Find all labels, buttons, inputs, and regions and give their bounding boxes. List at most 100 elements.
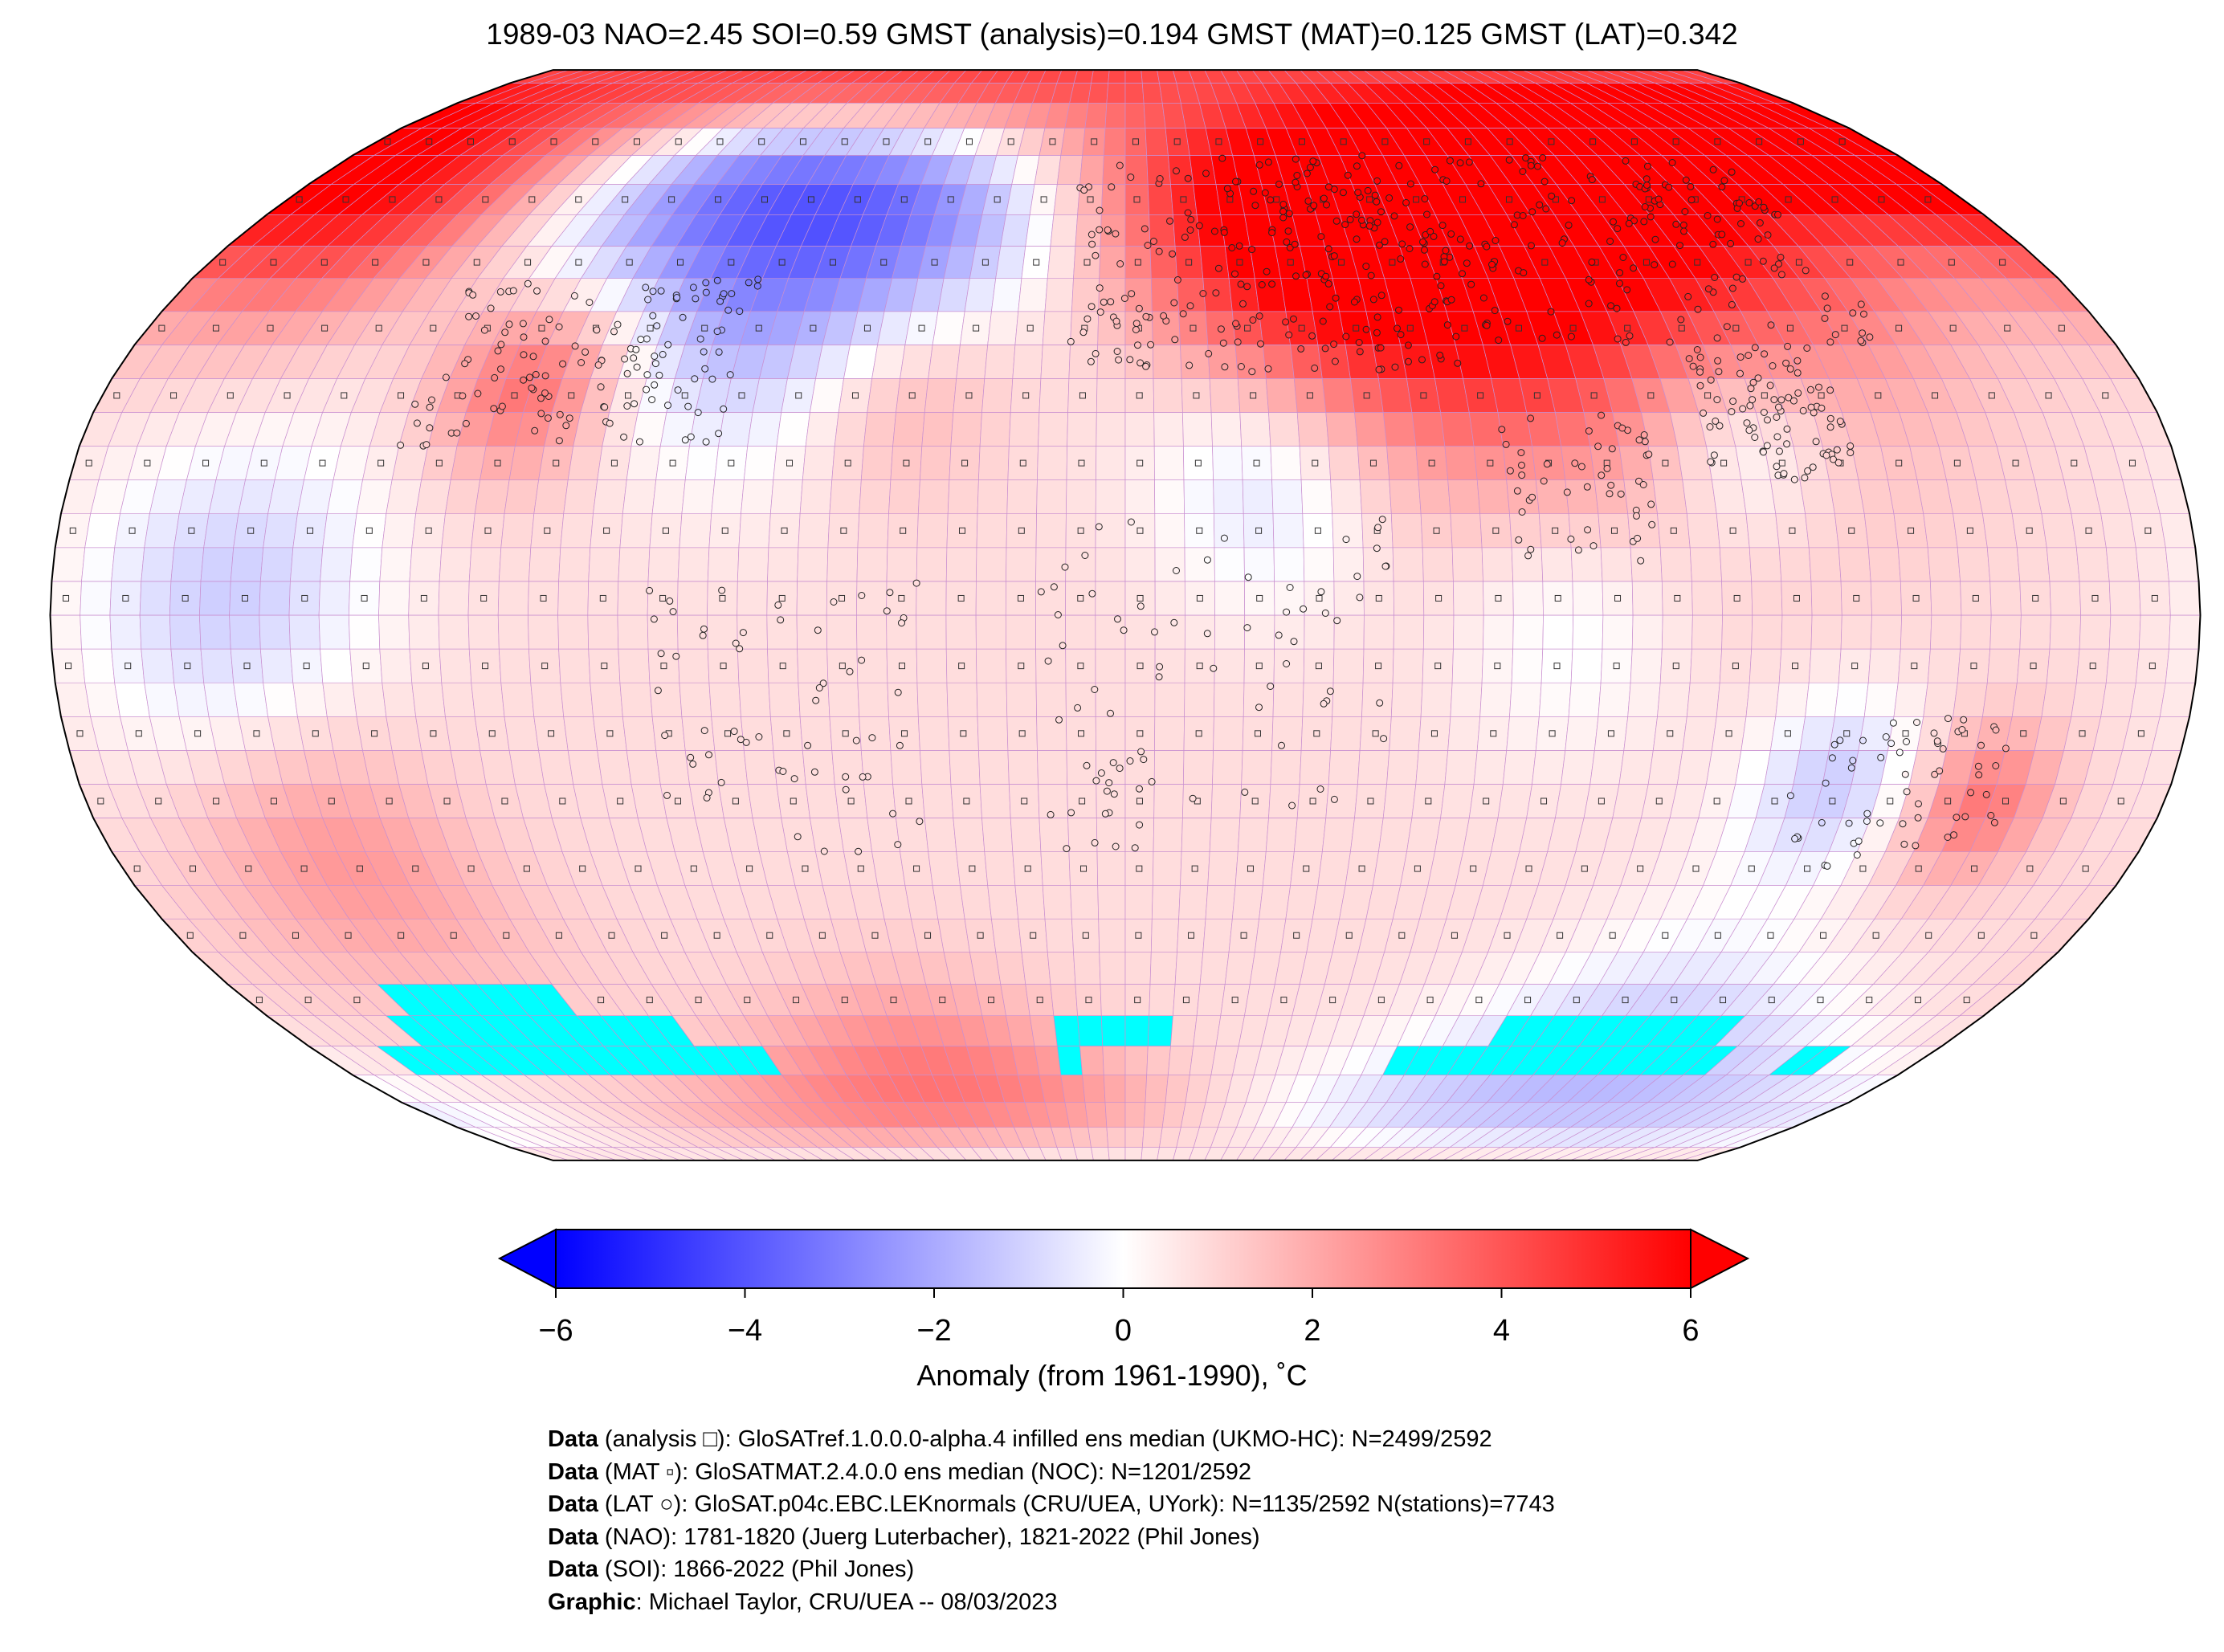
grid-cell xyxy=(1377,378,1413,413)
station-marker xyxy=(1769,362,1777,369)
grid-cell xyxy=(1102,155,1126,185)
station-marker xyxy=(1626,332,1634,340)
analysis-marker xyxy=(184,663,191,670)
analysis-marker xyxy=(480,594,488,602)
station-marker xyxy=(1806,385,1814,394)
grid-cell xyxy=(1927,547,1961,582)
analysis-marker xyxy=(202,459,210,467)
grid-cell xyxy=(1509,513,1542,549)
grid-cell xyxy=(1296,412,1329,447)
station-marker xyxy=(842,773,850,781)
grid-cell xyxy=(1330,716,1362,751)
analysis-marker xyxy=(716,138,724,145)
station-marker xyxy=(1901,770,1909,778)
station-marker xyxy=(1232,177,1239,186)
station-marker xyxy=(1565,221,1573,229)
analysis-marker xyxy=(1247,865,1254,872)
analysis-marker xyxy=(541,663,549,670)
station-marker xyxy=(1083,761,1091,769)
station-marker xyxy=(1288,802,1296,810)
station-marker xyxy=(1639,481,1647,488)
station-marker xyxy=(1228,244,1236,251)
station-marker xyxy=(745,279,753,287)
grid-cell xyxy=(924,818,957,852)
station-marker xyxy=(426,424,434,432)
analysis-marker xyxy=(1369,459,1377,467)
grid-cell xyxy=(1572,581,1604,616)
station-marker xyxy=(593,326,601,334)
analysis-marker xyxy=(807,196,814,203)
station-marker xyxy=(1303,169,1311,177)
grid-cell xyxy=(292,682,328,717)
grid-cell xyxy=(827,682,860,717)
grid-cell xyxy=(1168,1046,1194,1075)
analysis-marker xyxy=(575,196,582,203)
grid-cell xyxy=(1863,682,1899,717)
analysis-marker xyxy=(1838,138,1846,145)
analysis-marker xyxy=(1667,730,1674,737)
station-marker xyxy=(1614,225,1622,233)
analysis-marker xyxy=(1966,527,1973,534)
station-marker xyxy=(1202,169,1210,177)
grid-cell xyxy=(1053,184,1080,215)
grid-cell xyxy=(1719,547,1753,582)
grid-cell xyxy=(2130,682,2166,717)
analysis-marker xyxy=(662,527,669,534)
station-marker xyxy=(1115,356,1123,364)
station-marker xyxy=(1563,488,1571,496)
grid-cell xyxy=(1154,716,1185,751)
grid-cell xyxy=(1065,547,1096,582)
analysis-marker xyxy=(1925,932,1932,939)
station-marker xyxy=(1279,201,1287,208)
station-marker xyxy=(1096,308,1104,316)
grid-cell xyxy=(1124,479,1156,515)
analysis-marker xyxy=(1298,138,1305,145)
grid-cell xyxy=(1149,984,1176,1017)
grid-cell xyxy=(441,682,475,717)
station-marker xyxy=(1766,381,1774,390)
station-marker xyxy=(894,841,902,849)
analysis-marker xyxy=(1135,932,1142,939)
grid-cell xyxy=(1265,378,1298,413)
grid-cell xyxy=(527,70,586,84)
grid-cell xyxy=(1389,716,1422,751)
grid-cell xyxy=(1214,614,1246,650)
grid-cell xyxy=(809,378,844,413)
grid-cell xyxy=(563,716,598,751)
station-marker xyxy=(916,818,924,826)
grid-cell xyxy=(766,70,808,84)
station-marker xyxy=(1353,162,1361,170)
grid-cell xyxy=(1716,682,1750,717)
station-marker xyxy=(1092,349,1100,357)
station-marker xyxy=(1374,524,1382,532)
station-marker xyxy=(687,433,695,441)
grid-cell xyxy=(1805,513,1839,549)
grid-cell xyxy=(684,446,719,480)
station-marker xyxy=(1836,736,1844,744)
station-marker xyxy=(1394,324,1401,332)
grid-cell xyxy=(1272,682,1304,717)
grid-cell xyxy=(1065,614,1096,650)
grid-cell xyxy=(1183,750,1214,785)
station-marker xyxy=(1704,212,1712,219)
grid-cell xyxy=(233,682,269,717)
grid-cell xyxy=(1124,1046,1149,1075)
grid-cell xyxy=(829,479,862,515)
station-marker xyxy=(1326,303,1334,311)
grid-cell xyxy=(1630,648,1663,683)
grid-cell xyxy=(1006,479,1038,515)
grid-cell xyxy=(1361,682,1394,717)
analysis-marker xyxy=(1912,594,1920,602)
grid-cell xyxy=(200,547,235,582)
grid-cell xyxy=(888,479,920,515)
grid-cell xyxy=(1317,851,1351,886)
grid-cell xyxy=(978,446,1010,480)
grid-cell xyxy=(1096,378,1126,413)
station-marker xyxy=(1677,316,1685,324)
grid-cell xyxy=(1047,951,1076,985)
station-marker xyxy=(1306,164,1314,171)
grid-cell xyxy=(169,614,202,650)
grid-cell xyxy=(1103,128,1126,156)
grid-cell xyxy=(798,513,830,549)
grid-cell xyxy=(1444,446,1478,480)
